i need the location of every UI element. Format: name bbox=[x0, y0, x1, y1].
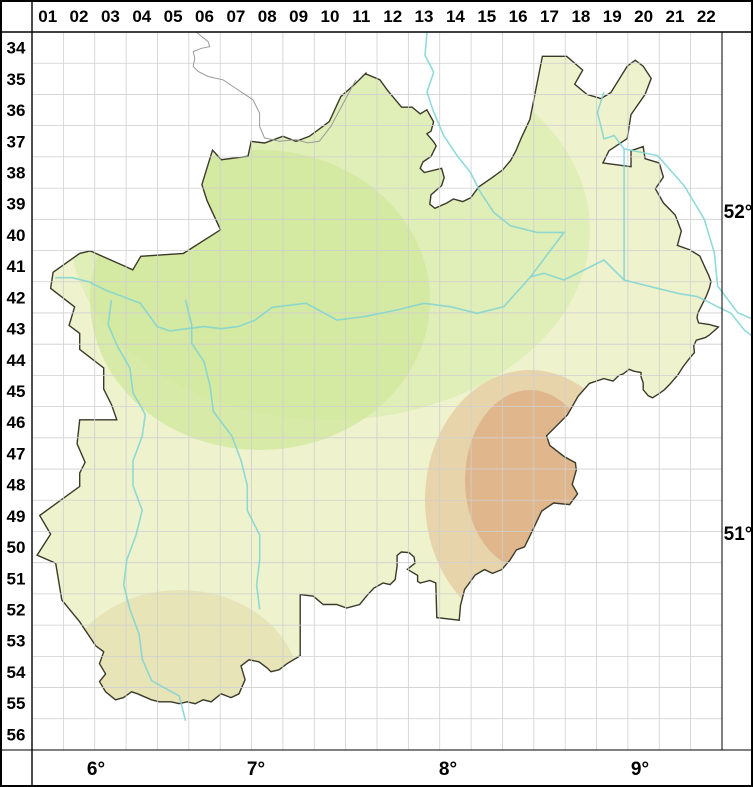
svg-text:14: 14 bbox=[446, 7, 465, 26]
svg-text:44: 44 bbox=[7, 351, 26, 370]
svg-text:6°: 6° bbox=[87, 759, 105, 780]
svg-text:35: 35 bbox=[7, 70, 26, 89]
svg-text:04: 04 bbox=[132, 7, 151, 26]
svg-text:42: 42 bbox=[7, 288, 26, 307]
svg-text:50: 50 bbox=[7, 538, 26, 557]
svg-text:19: 19 bbox=[603, 7, 622, 26]
svg-text:08: 08 bbox=[258, 7, 277, 26]
svg-text:49: 49 bbox=[7, 507, 26, 526]
svg-text:16: 16 bbox=[509, 7, 528, 26]
svg-text:21: 21 bbox=[666, 7, 685, 26]
svg-text:01: 01 bbox=[38, 7, 57, 26]
svg-text:56: 56 bbox=[7, 725, 26, 744]
svg-text:07: 07 bbox=[226, 7, 245, 26]
svg-text:40: 40 bbox=[7, 226, 26, 245]
svg-text:34: 34 bbox=[7, 39, 26, 58]
svg-text:20: 20 bbox=[634, 7, 653, 26]
svg-text:38: 38 bbox=[7, 164, 26, 183]
svg-text:10: 10 bbox=[321, 7, 340, 26]
svg-text:05: 05 bbox=[164, 7, 183, 26]
svg-text:7°: 7° bbox=[247, 759, 265, 780]
svg-text:52: 52 bbox=[7, 601, 26, 620]
svg-text:55: 55 bbox=[7, 694, 26, 713]
svg-text:47: 47 bbox=[7, 444, 26, 463]
svg-text:46: 46 bbox=[7, 413, 26, 432]
svg-text:41: 41 bbox=[7, 257, 26, 276]
svg-text:17: 17 bbox=[540, 7, 559, 26]
svg-text:54: 54 bbox=[7, 663, 26, 682]
svg-text:43: 43 bbox=[7, 320, 26, 339]
svg-text:45: 45 bbox=[7, 382, 26, 401]
svg-text:9°: 9° bbox=[631, 759, 649, 780]
svg-text:48: 48 bbox=[7, 476, 26, 495]
svg-text:09: 09 bbox=[289, 7, 308, 26]
svg-text:53: 53 bbox=[7, 632, 26, 651]
svg-text:02: 02 bbox=[70, 7, 89, 26]
svg-text:39: 39 bbox=[7, 195, 26, 214]
svg-text:12: 12 bbox=[383, 7, 402, 26]
svg-text:51°: 51° bbox=[724, 524, 753, 545]
svg-text:15: 15 bbox=[477, 7, 496, 26]
svg-text:52°: 52° bbox=[724, 202, 753, 223]
svg-text:22: 22 bbox=[697, 7, 716, 26]
svg-text:13: 13 bbox=[415, 7, 434, 26]
svg-text:51: 51 bbox=[7, 569, 26, 588]
svg-text:37: 37 bbox=[7, 132, 26, 151]
svg-text:03: 03 bbox=[101, 7, 120, 26]
svg-text:18: 18 bbox=[571, 7, 590, 26]
svg-text:11: 11 bbox=[352, 7, 370, 26]
svg-text:8°: 8° bbox=[439, 759, 457, 780]
svg-text:36: 36 bbox=[7, 101, 26, 120]
svg-text:06: 06 bbox=[195, 7, 214, 26]
